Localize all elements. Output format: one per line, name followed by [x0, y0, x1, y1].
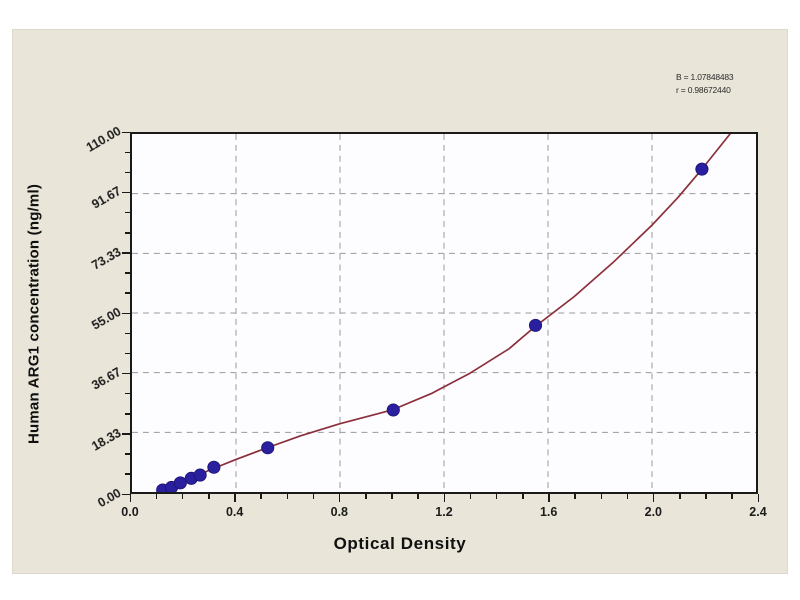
axis-tick — [705, 494, 707, 499]
axis-tick — [600, 494, 602, 499]
axis-tick — [312, 494, 315, 499]
plot-area — [130, 132, 758, 494]
y-axis-title: Human ARG1 concentration (ng/ml) — [25, 183, 43, 445]
grid-layer — [132, 134, 756, 492]
data-point — [193, 468, 207, 482]
axis-tick — [626, 494, 629, 499]
axis-tick — [155, 494, 158, 499]
axis-tick — [365, 494, 367, 499]
axis-tick — [125, 473, 130, 475]
axis-tick — [286, 494, 288, 499]
axis-tick — [122, 312, 130, 314]
fit-statistics-annotation: B = 1.07848483 r = 0.98672440 — [676, 71, 792, 97]
axis-tick — [417, 494, 419, 499]
chart-figure: B = 1.07848483 r = 0.98672440 0.0 0.4 0.8 1… — [12, 29, 788, 574]
data-point — [207, 460, 221, 474]
axis-tick — [125, 292, 130, 294]
axis-tick — [122, 493, 130, 495]
x-tick-label: 1.2 — [435, 505, 453, 519]
axis-tick — [125, 211, 130, 214]
axis-tick — [125, 232, 130, 234]
axis-tick — [125, 392, 130, 395]
slope-annotation: B = 1.07848483 — [676, 72, 734, 82]
axis-tick — [125, 453, 130, 455]
data-point — [386, 403, 400, 417]
data-layer — [156, 134, 731, 492]
axis-tick — [181, 494, 184, 499]
axis-tick — [208, 494, 210, 499]
axis-tick — [125, 171, 130, 174]
data-point — [261, 441, 275, 455]
x-tick-label: 1.6 — [539, 505, 558, 519]
axis-tick — [757, 494, 759, 502]
axis-tick — [495, 494, 498, 499]
axis-tick — [122, 131, 130, 133]
axis-tick — [122, 191, 130, 194]
x-axis-title: Optical Density — [333, 534, 467, 553]
axis-tick — [391, 494, 393, 499]
axis-tick — [522, 494, 524, 499]
axis-tick — [125, 352, 130, 355]
x-tick-label: 2.0 — [644, 505, 663, 519]
axis-tick — [234, 494, 236, 502]
data-point — [695, 162, 709, 176]
axis-tick — [443, 494, 445, 502]
axis-tick — [652, 494, 655, 502]
axis-tick — [338, 494, 341, 502]
axis-tick — [125, 332, 130, 335]
axis-tick — [731, 494, 733, 499]
data-point — [528, 318, 543, 332]
axis-tick — [122, 433, 130, 435]
axis-tick — [574, 494, 576, 499]
data-point — [173, 476, 187, 490]
x-tick-label: 0.0 — [121, 505, 139, 519]
axis-tick — [260, 494, 262, 499]
axis-tick — [679, 494, 681, 499]
axis-tick — [469, 494, 472, 499]
axis-tick — [125, 413, 130, 415]
axis-tick — [125, 272, 130, 274]
x-tick-label: 2.4 — [749, 505, 767, 519]
axis-tick — [125, 151, 130, 154]
axis-tick — [548, 494, 550, 502]
axis-tick — [122, 252, 130, 254]
correlation-annotation: r = 0.98672440 — [676, 85, 731, 95]
x-tick-label: 0.8 — [330, 505, 349, 519]
axis-tick — [129, 494, 131, 502]
x-tick-label: 0.4 — [225, 505, 244, 519]
axis-tick — [122, 372, 130, 375]
